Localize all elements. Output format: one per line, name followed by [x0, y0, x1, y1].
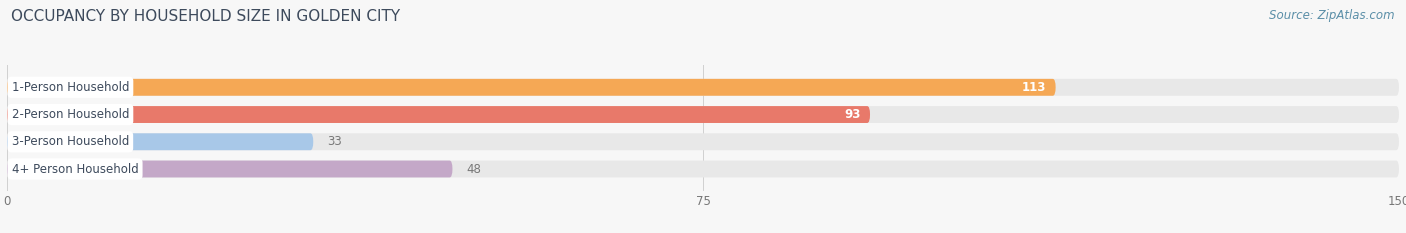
Text: 2-Person Household: 2-Person Household	[11, 108, 129, 121]
FancyBboxPatch shape	[7, 79, 1399, 96]
Text: 113: 113	[1022, 81, 1046, 94]
Text: OCCUPANCY BY HOUSEHOLD SIZE IN GOLDEN CITY: OCCUPANCY BY HOUSEHOLD SIZE IN GOLDEN CI…	[11, 9, 401, 24]
Text: Source: ZipAtlas.com: Source: ZipAtlas.com	[1270, 9, 1395, 22]
Text: 48: 48	[467, 162, 481, 175]
FancyBboxPatch shape	[7, 133, 314, 150]
FancyBboxPatch shape	[7, 161, 453, 178]
Text: 4+ Person Household: 4+ Person Household	[11, 162, 138, 175]
FancyBboxPatch shape	[7, 79, 1056, 96]
Text: 93: 93	[845, 108, 860, 121]
FancyBboxPatch shape	[7, 106, 870, 123]
FancyBboxPatch shape	[7, 161, 1399, 178]
Text: 1-Person Household: 1-Person Household	[11, 81, 129, 94]
FancyBboxPatch shape	[7, 133, 1399, 150]
Text: 33: 33	[328, 135, 342, 148]
FancyBboxPatch shape	[7, 106, 1399, 123]
Text: 3-Person Household: 3-Person Household	[11, 135, 129, 148]
